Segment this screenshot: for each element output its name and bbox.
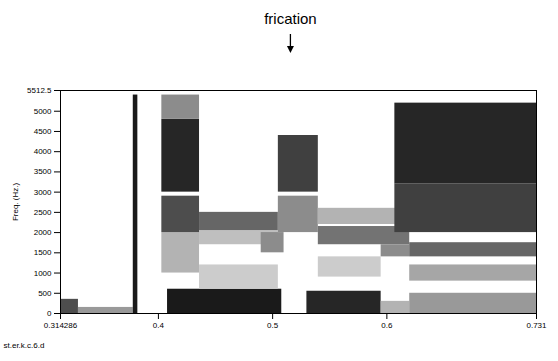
svg-text:500: 500 bbox=[38, 289, 52, 298]
svg-text:0.314286: 0.314286 bbox=[44, 321, 78, 330]
svg-text:1500: 1500 bbox=[34, 248, 52, 257]
svg-text:0.5: 0.5 bbox=[267, 321, 279, 330]
svg-text:2500: 2500 bbox=[34, 208, 52, 217]
svg-text:4000: 4000 bbox=[34, 147, 52, 156]
svg-text:0.6: 0.6 bbox=[381, 321, 393, 330]
svg-text:3000: 3000 bbox=[34, 188, 52, 197]
svg-text:frication: frication bbox=[264, 10, 317, 27]
svg-text:2000: 2000 bbox=[34, 228, 52, 237]
svg-text:0.731: 0.731 bbox=[526, 321, 547, 330]
svg-text:st.er.k.c.6.d: st.er.k.c.6.d bbox=[4, 341, 45, 350]
svg-text:3500: 3500 bbox=[34, 167, 52, 176]
svg-text:5512.5: 5512.5 bbox=[27, 86, 52, 95]
svg-text:0.4: 0.4 bbox=[153, 321, 165, 330]
svg-text:1000: 1000 bbox=[34, 269, 52, 278]
svg-text:5000: 5000 bbox=[34, 107, 52, 116]
svg-text:Freq. (Hz.): Freq. (Hz.) bbox=[11, 183, 20, 222]
svg-text:0: 0 bbox=[47, 309, 52, 318]
svg-text:4500: 4500 bbox=[34, 127, 52, 136]
